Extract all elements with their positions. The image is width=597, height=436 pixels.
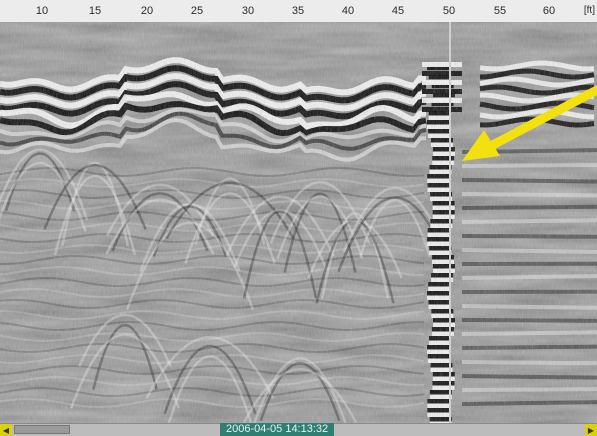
ruler-tick-40: 40 [341, 5, 355, 17]
ruler-tick-10: 10 [35, 5, 49, 17]
scrollbar-thumb[interactable] [14, 425, 70, 434]
timestamp-label: 2006-04-05 14:13:32 [220, 423, 335, 436]
ruler-tick-35: 35 [291, 5, 305, 17]
arrow-left-icon[interactable]: ◀ [0, 424, 12, 436]
arrow-annotation-icon [462, 85, 597, 161]
ruler-tick-20: 20 [140, 5, 154, 17]
ruler-tick-25: 25 [190, 5, 204, 17]
ruler-tick-50: 50 [442, 5, 456, 17]
ruler-tick-60: 60 [542, 5, 556, 17]
ruler-tick-15: 15 [88, 5, 102, 17]
noise-overlay [0, 22, 597, 423]
radargram-image[interactable] [0, 22, 597, 423]
ruler-tick-45: 45 [391, 5, 405, 17]
distance-ruler: 10 15 20 25 30 35 40 45 50 55 60 [ft] [0, 0, 597, 23]
ruler-tick-30: 30 [241, 5, 255, 17]
ruler-unit-label: [ft] [583, 5, 595, 16]
arrow-right-icon[interactable]: ▶ [585, 424, 597, 436]
ruler-tick-55: 55 [493, 5, 507, 17]
